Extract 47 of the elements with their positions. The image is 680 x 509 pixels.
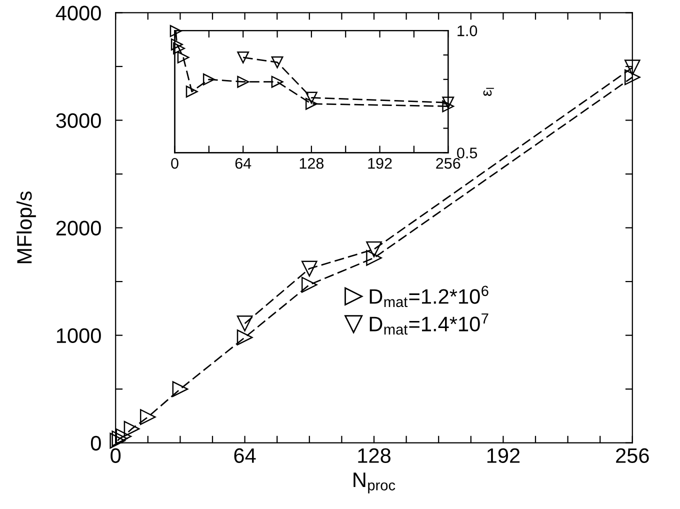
point: [186, 86, 198, 98]
x-tick-label: 0: [171, 158, 178, 169]
point: [236, 330, 253, 346]
x-tick-label: 128: [358, 448, 390, 463]
point: [202, 73, 215, 86]
x-axis-title: N$_{proc}$: [354, 472, 396, 494]
x-tick-label: 192: [368, 158, 392, 169]
point: [301, 260, 318, 277]
point: [305, 98, 318, 110]
point: [170, 38, 183, 50]
legend-label: D$_{mat}$=1.4*10$^{7}$: [370, 313, 488, 335]
x-tick-label: 64: [235, 158, 252, 169]
point: [236, 316, 253, 332]
point: [301, 276, 318, 293]
x-tick-label: 64: [234, 448, 256, 463]
x-tick-label: 128: [300, 158, 324, 169]
point: [366, 250, 382, 266]
point: [271, 76, 284, 88]
point: [366, 241, 382, 258]
y2-tick-label: 1.0: [458, 25, 478, 36]
y-tick-label: 3000: [56, 113, 101, 128]
y-tick-label: 1000: [56, 328, 101, 344]
y2-tick-label: 0.5: [457, 148, 478, 158]
point: [124, 420, 140, 437]
y-tick-label: 4000: [56, 6, 101, 20]
x-tick-label: 256: [616, 448, 649, 463]
point: [237, 51, 250, 64]
y-tick-label: 2000: [56, 220, 101, 236]
x-tick-label: 0: [110, 448, 121, 463]
y-tick-label: 0: [90, 436, 101, 451]
point: [116, 428, 132, 444]
point: [172, 381, 188, 397]
point: [140, 409, 156, 425]
point: [237, 76, 250, 88]
point: [442, 96, 454, 109]
point: [624, 69, 640, 86]
y2-axis-title: ε$_{l}$: [483, 88, 494, 96]
point: [177, 51, 190, 64]
legend-label: D$_{mat}$=1.2*10$^{6}$: [370, 286, 488, 308]
point: [442, 100, 454, 112]
x-tick-label: 256: [436, 158, 460, 169]
x-tick-label: 192: [487, 448, 520, 463]
point: [305, 92, 318, 104]
y-axis-title: MFlop/s: [16, 191, 36, 264]
point: [624, 60, 640, 76]
point: [173, 42, 186, 54]
point: [271, 56, 284, 68]
